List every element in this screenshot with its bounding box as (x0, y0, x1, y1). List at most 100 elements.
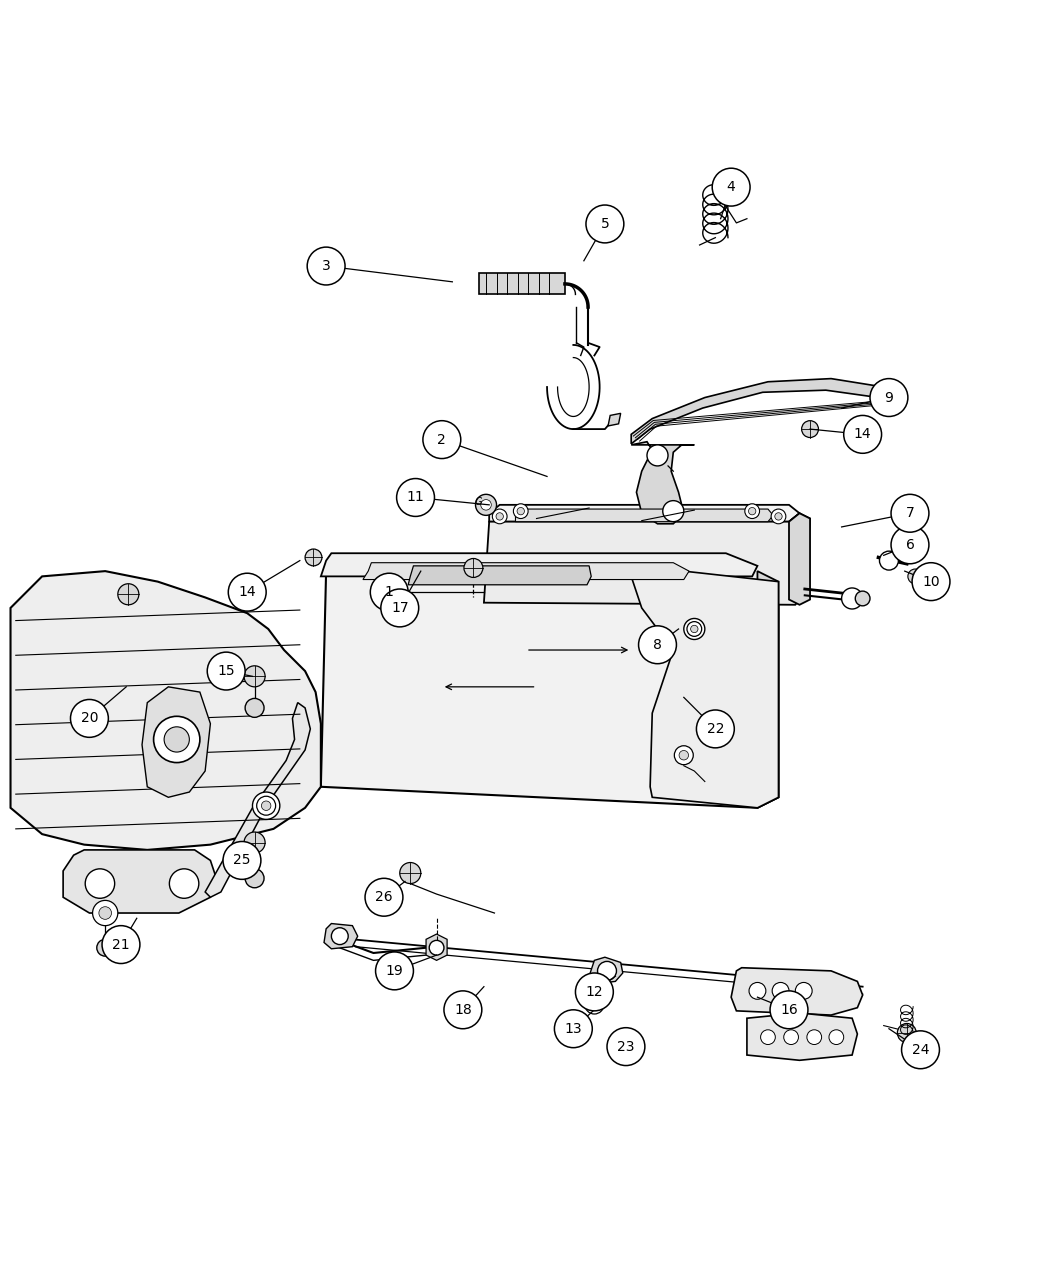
Circle shape (586, 205, 624, 243)
Circle shape (902, 1031, 939, 1069)
Circle shape (245, 868, 264, 888)
Circle shape (795, 982, 812, 999)
Text: 14: 14 (239, 586, 256, 599)
Circle shape (844, 416, 882, 453)
Circle shape (829, 1030, 844, 1045)
Circle shape (464, 559, 483, 577)
Text: 3: 3 (322, 260, 330, 272)
Circle shape (770, 991, 808, 1028)
Circle shape (397, 478, 434, 517)
Circle shape (376, 952, 413, 990)
Circle shape (749, 982, 766, 999)
Text: 10: 10 (923, 574, 939, 588)
Circle shape (687, 622, 702, 637)
Circle shape (897, 1023, 916, 1042)
Circle shape (223, 842, 261, 880)
Text: 14: 14 (854, 427, 871, 441)
Polygon shape (408, 565, 591, 585)
Text: 23: 23 (618, 1040, 634, 1054)
Circle shape (331, 927, 348, 945)
Circle shape (761, 1030, 775, 1045)
Circle shape (598, 962, 616, 980)
Polygon shape (789, 513, 810, 605)
Circle shape (842, 588, 863, 609)
Circle shape (245, 698, 264, 718)
Text: 19: 19 (386, 964, 403, 978)
Circle shape (307, 247, 345, 285)
Circle shape (575, 973, 613, 1010)
Text: 11: 11 (407, 490, 424, 504)
Polygon shape (747, 1013, 857, 1060)
Polygon shape (631, 441, 694, 524)
Text: 18: 18 (454, 1003, 471, 1017)
Text: 22: 22 (707, 721, 724, 735)
Circle shape (663, 500, 684, 522)
Circle shape (554, 1010, 592, 1048)
Circle shape (607, 1028, 645, 1065)
Polygon shape (608, 413, 621, 426)
Circle shape (674, 746, 693, 765)
Circle shape (365, 879, 403, 916)
Circle shape (444, 991, 482, 1028)
Polygon shape (205, 702, 310, 898)
Circle shape (513, 504, 528, 518)
Text: 25: 25 (234, 853, 250, 867)
Text: 2: 2 (438, 432, 446, 446)
Circle shape (745, 504, 760, 518)
Circle shape (774, 513, 783, 521)
Circle shape (423, 421, 461, 459)
Circle shape (99, 907, 112, 920)
Text: 12: 12 (586, 985, 603, 999)
Text: 6: 6 (906, 538, 914, 551)
Polygon shape (142, 687, 210, 797)
Text: 16: 16 (781, 1003, 797, 1017)
Polygon shape (589, 957, 623, 984)
Circle shape (879, 551, 898, 570)
Circle shape (647, 445, 668, 466)
Polygon shape (515, 509, 773, 522)
Text: 15: 15 (218, 664, 235, 678)
Circle shape (429, 940, 444, 955)
Circle shape (748, 508, 755, 515)
Circle shape (891, 526, 929, 564)
Circle shape (476, 494, 497, 515)
Circle shape (97, 939, 114, 957)
Circle shape (257, 797, 276, 815)
Polygon shape (426, 934, 447, 961)
Circle shape (891, 494, 929, 532)
Circle shape (772, 982, 789, 999)
Circle shape (154, 716, 200, 762)
Circle shape (164, 726, 189, 752)
Circle shape (908, 569, 923, 583)
Circle shape (118, 583, 139, 605)
Circle shape (169, 868, 199, 898)
Polygon shape (321, 554, 757, 577)
Polygon shape (484, 513, 810, 605)
Circle shape (680, 751, 689, 760)
Text: 5: 5 (601, 217, 609, 231)
Text: 21: 21 (113, 938, 129, 952)
Circle shape (585, 995, 604, 1014)
Text: G: G (474, 496, 483, 506)
Circle shape (381, 590, 419, 627)
Text: 24: 24 (912, 1042, 929, 1056)
Circle shape (807, 1030, 822, 1045)
Circle shape (262, 801, 271, 811)
Circle shape (305, 549, 322, 565)
Circle shape (70, 700, 108, 737)
Circle shape (870, 379, 908, 417)
Circle shape (771, 509, 786, 524)
Text: 20: 20 (81, 711, 98, 725)
Circle shape (370, 573, 408, 611)
Text: 4: 4 (727, 180, 735, 194)
Polygon shape (489, 505, 800, 522)
Text: 8: 8 (653, 638, 662, 652)
Circle shape (102, 926, 140, 963)
Text: 9: 9 (885, 390, 893, 404)
Polygon shape (11, 572, 321, 851)
Circle shape (684, 619, 705, 640)
Circle shape (712, 169, 750, 206)
Circle shape (228, 573, 266, 611)
Circle shape (252, 792, 280, 820)
Circle shape (912, 563, 950, 601)
